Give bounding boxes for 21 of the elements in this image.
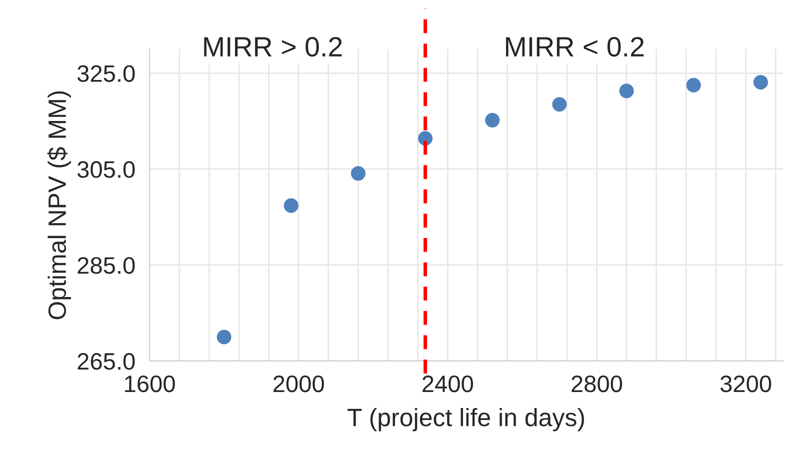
x-axis-title: T (project life in days) <box>348 408 584 432</box>
point <box>350 166 366 181</box>
y-axis-title: Optimal NPV ($ MM) <box>47 91 72 320</box>
x-tick-label: 2800 <box>572 376 622 392</box>
point <box>686 78 701 92</box>
x-tick-label: 1600 <box>125 376 175 392</box>
x-tick-label: 2000 <box>274 376 324 392</box>
point <box>552 97 567 112</box>
annotation: MIRR > 0.2 <box>204 36 342 57</box>
x-tick-label: 2400 <box>422 376 474 392</box>
point <box>485 112 500 128</box>
x-tick-label: 3200 <box>720 376 772 392</box>
point <box>753 75 768 90</box>
annotation: MIRR < 0.2 <box>506 36 644 57</box>
point <box>619 84 634 98</box>
y-tick-label: 285.0 <box>78 257 135 274</box>
y-tick-label: 325.0 <box>77 65 135 82</box>
y-tick-label: 265.0 <box>78 353 135 370</box>
point <box>284 198 298 213</box>
y-tick-label: 305.0 <box>77 161 135 178</box>
point <box>216 330 232 344</box>
